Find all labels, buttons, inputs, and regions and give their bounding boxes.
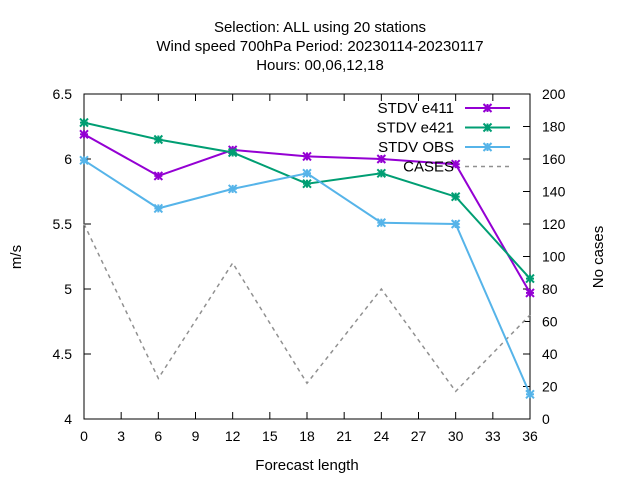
- legend-item-stdv-e411: STDV e411: [378, 100, 510, 117]
- data-point-stdv-obs: [525, 389, 535, 400]
- data-point-stdv-e421: [525, 273, 535, 284]
- legend-item-stdv-e421: STDV e421: [376, 120, 510, 137]
- x-tick-label: 3: [117, 428, 125, 444]
- x-tick-label: 36: [522, 428, 538, 444]
- y2-tick-label: 100: [542, 249, 566, 265]
- series-line-stdv-obs: [83, 159, 531, 395]
- data-point-stdv-e421: [450, 191, 461, 202]
- y-tick-label: 4.5: [53, 346, 73, 362]
- series-line-stdv-e421: [83, 121, 531, 280]
- legend-item-stdv-obs: STDV OBS: [378, 139, 510, 156]
- data-point-stdv-obs: [153, 203, 164, 214]
- legend: STDV e411 STDV e421 STDV OBS CASES: [376, 100, 510, 176]
- y2-tick-label: 200: [542, 86, 566, 102]
- y-tick-label: 5.5: [53, 216, 73, 232]
- legend-label: CASES: [403, 159, 454, 176]
- x-tick-label: 12: [225, 428, 241, 444]
- legend-marker: [482, 122, 493, 133]
- x-tick-label: 6: [154, 428, 162, 444]
- series-stdv-e411: [79, 129, 535, 298]
- x-tick-label: 15: [262, 428, 278, 444]
- x-tick-label: 21: [336, 428, 352, 444]
- data-point-stdv-e421: [153, 134, 164, 145]
- y2-tick-label: 0: [542, 411, 550, 427]
- data-point-stdv-e421: [227, 147, 238, 158]
- y2-tick-label: 180: [542, 119, 566, 135]
- y2-tick-label: 160: [542, 151, 566, 167]
- x-tick-label: 33: [485, 428, 501, 444]
- legend-label: STDV OBS: [378, 139, 454, 156]
- x-tick-label: 24: [374, 428, 390, 444]
- data-point-stdv-obs: [376, 217, 387, 228]
- x-tick-label: 30: [448, 428, 464, 444]
- series-line-cases: [83, 223, 531, 393]
- y2-tick-label: 80: [542, 281, 558, 297]
- x-tick-label: 18: [299, 428, 315, 444]
- x-tick-label: 27: [411, 428, 427, 444]
- title-line-1: Selection: ALL using 20 stations: [214, 19, 426, 36]
- series-stdv-e421: [79, 117, 535, 284]
- series-cases: [83, 223, 531, 393]
- x-axis-label: Forecast length: [255, 457, 358, 474]
- data-point-stdv-e411: [302, 151, 312, 162]
- x-tick-label: 0: [80, 428, 88, 444]
- series-stdv-obs: [79, 155, 535, 400]
- y-tick-label: 4: [64, 411, 72, 427]
- data-point-stdv-e411: [525, 288, 535, 298]
- data-point-stdv-obs: [79, 155, 89, 166]
- data-point-stdv-e411: [153, 171, 164, 181]
- x-tick-label: 9: [192, 428, 200, 444]
- data-point-stdv-e411: [376, 154, 387, 164]
- legend-label: STDV e421: [376, 120, 454, 137]
- legend-label: STDV e411: [378, 100, 454, 117]
- data-point-stdv-obs: [227, 184, 238, 194]
- y-tick-label: 6: [64, 151, 72, 167]
- y2-tick-label: 60: [542, 314, 558, 330]
- y-axis-label: m/s: [8, 245, 25, 269]
- chart-title: Selection: ALL using 20 stations Wind sp…: [156, 19, 483, 74]
- data-point-stdv-obs: [302, 168, 312, 179]
- x-axis: 0 3 6 9 12 15 18 21 24 27 30 33 36: [80, 94, 538, 444]
- data-point-stdv-e421: [376, 168, 387, 179]
- y-tick-label: 6.5: [53, 86, 73, 102]
- legend-marker: [482, 103, 493, 113]
- data-point-stdv-e421: [79, 117, 89, 128]
- y2-tick-label: 40: [542, 346, 558, 362]
- series-layer: [79, 117, 535, 400]
- title-line-2: Wind speed 700hPa Period: 20230114-20230…: [156, 38, 483, 55]
- legend-item-cases: CASES: [403, 159, 510, 176]
- data-point-stdv-e421: [302, 178, 312, 189]
- y2-tick-label: 140: [542, 184, 566, 200]
- y-axis-right: 0 20 40 60 80 100 120 140 160 180 200: [523, 86, 566, 427]
- y-axis-left: 4 4.5 5 5.5 6 6.5: [53, 86, 91, 427]
- y2-tick-label: 20: [542, 379, 558, 395]
- data-point-stdv-e411: [450, 159, 461, 169]
- title-line-3: Hours: 00,06,12,18: [256, 57, 384, 74]
- y2-axis-label: No cases: [590, 226, 607, 289]
- data-point-stdv-obs: [450, 219, 461, 229]
- legend-marker: [482, 142, 493, 152]
- y2-tick-label: 120: [542, 216, 566, 232]
- data-point-stdv-e411: [79, 129, 89, 140]
- plot-area-border: [83, 93, 531, 420]
- y-tick-label: 5: [64, 281, 72, 297]
